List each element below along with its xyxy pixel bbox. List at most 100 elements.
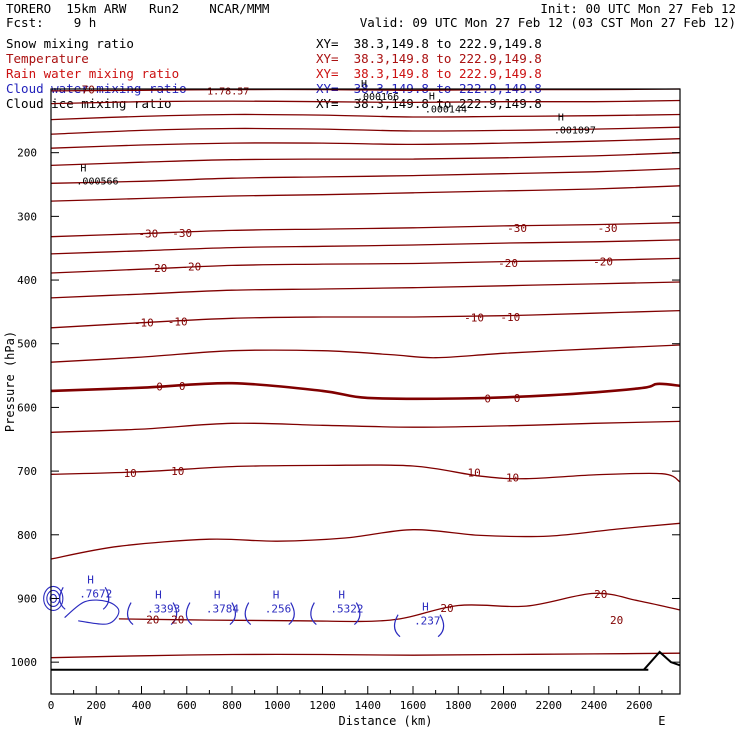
x-tick-label-7: 1400 [355, 699, 382, 712]
temperature-contour-18 [118, 592, 681, 623]
y-axis-label: Pressure (hPa) [3, 331, 17, 432]
cloud-water-contour-4 [310, 602, 361, 626]
field-name-temperature: Temperature [6, 51, 89, 66]
temperature-label-18: 10 [171, 465, 184, 478]
snow-max-value-2: .000144 [425, 105, 467, 116]
cloud-water-max-h-3: H [273, 589, 280, 602]
temperature-label-14: 0 [179, 380, 186, 393]
temperature-label-22: 20 [171, 613, 184, 626]
x-tick-label-4: 800 [222, 699, 242, 712]
x-tick-label-2: 400 [132, 699, 152, 712]
cloud-water-contour-3 [244, 602, 295, 626]
header-line1-right: Init: 00 UTC Mon 27 Feb 12 [540, 1, 736, 16]
cloud-ice-label: 1.78.57 [207, 86, 249, 97]
snow-max-h-2: H [429, 92, 435, 103]
x-tick-label-11: 2200 [536, 699, 563, 712]
y-tick-label-5: 700 [17, 465, 37, 478]
temperature-label-24: 20 [594, 588, 607, 601]
cloud-water-max-value-4: .5322 [330, 603, 363, 616]
field-name-cloud-ice: Cloud ice mixing ratio [6, 96, 172, 111]
x-tick-label-12: 2400 [581, 699, 608, 712]
x-tick-label-9: 1800 [445, 699, 472, 712]
header-line2-left: Fcst: 9 h [6, 15, 97, 30]
temperature-label-15: 0 [484, 393, 491, 406]
temperature-label-12: -10 [500, 311, 520, 324]
cloud-water-max-h-2: H [214, 589, 221, 602]
temperature-label-17: 10 [124, 467, 137, 480]
terrain [51, 650, 681, 671]
cloud-water-contour-2 [185, 602, 237, 626]
field-name-snow: Snow mixing ratio [6, 36, 134, 51]
y-tick-label-4: 600 [17, 401, 37, 414]
cloud-water-contours [43, 585, 445, 638]
temperature-contour-17 [50, 522, 681, 560]
field-xy-snow: XY= 38.3,149.8 to 222.9,149.8 [316, 36, 542, 51]
snow-max-value-1: .001097 [554, 126, 596, 137]
temperature-label-5: -20 [147, 262, 167, 275]
temperature-contour-11 [50, 281, 681, 299]
temperature-contour-9 [50, 239, 681, 255]
y-tick-label-0: 200 [17, 147, 37, 160]
temperature-contour-15 [50, 420, 681, 433]
terrain-peak [643, 650, 681, 671]
field-name-rain: Rain water mixing ratio [6, 66, 180, 81]
temperature-label-1: -30 [138, 228, 158, 241]
x-tick-label-8: 1600 [400, 699, 427, 712]
temperature-contour-6 [50, 167, 681, 184]
temperature-contour-8 [50, 222, 681, 238]
cloud-water-max-h-5: H [422, 601, 429, 614]
snow-max-value-0: .000566 [76, 177, 118, 188]
temperature-label-21: 20 [146, 613, 159, 626]
temperature-contour-3 [50, 126, 681, 135]
contour-labels: -70 -30 -30 -30 -30 -20 -20 -20 -20 -10 -10 -10 -10 0… [75, 79, 623, 628]
field-xy-cloud-ice: XY= 38.3,149.8 to 222.9,149.8 [316, 96, 542, 111]
header-line1-left: TORERO 15km ARW Run2 NCAR/MMM [6, 1, 270, 16]
cloud-water-max-value-3: .256 [265, 603, 292, 616]
x-tick-label-5: 1000 [264, 699, 291, 712]
cloud-water-contour-5 [393, 614, 445, 638]
field-xy-rain: XY= 38.3,149.8 to 222.9,149.8 [316, 66, 542, 81]
temperature-label-13: 0 [156, 380, 163, 393]
temperature-label-4: -30 [598, 222, 618, 235]
y-tick-label-8: 1000 [11, 656, 38, 669]
cloud-water-max-value-0: .7672 [79, 587, 112, 600]
temperature-contour-5 [50, 152, 681, 167]
plot-frame [50, 88, 681, 695]
temperature-label-9: -10 [134, 317, 154, 330]
axes: 0 200 400 600 800 1000 1200 1400 1600 1800 2000 220… [3, 88, 681, 728]
temperature-contour-2 [50, 113, 681, 121]
temperature-label-19: 10 [467, 466, 480, 479]
temperature-label-8: -20 [593, 256, 613, 269]
x-axis-label: Distance (km) [339, 714, 433, 728]
snow-max-h-0: H [80, 164, 86, 175]
temperature-contours [50, 88, 681, 659]
cloud-water-ring-c [43, 585, 64, 612]
temperature-label-6: -20 [181, 261, 201, 274]
y-tick-label-7: 900 [17, 592, 37, 605]
temperature-label-3: -30 [507, 222, 527, 235]
temperature-contour-19 [50, 652, 681, 659]
snow-max-h-3: H [361, 79, 367, 90]
temperature-contour-16 [50, 464, 681, 483]
temperature-contour-4 [50, 138, 681, 149]
cloud-water-contour-1 [126, 602, 178, 626]
temperature-contour-13 [50, 344, 681, 363]
temperature-label-25: 20 [610, 614, 623, 627]
temperature-label-16: 0 [514, 392, 521, 405]
temperature-contour-10 [50, 257, 681, 274]
cloud-water-max-value-5: .237 [414, 615, 441, 628]
cloud-water-max-h-1: H [155, 589, 162, 602]
temperature-label-2: -30 [172, 227, 192, 240]
cloud-water-max-h-4: H [338, 589, 345, 602]
cloud-water-max-value-2: .3784 [206, 603, 239, 616]
temperature-label-7: -20 [498, 257, 518, 270]
x-tick-label-10: 2000 [490, 699, 517, 712]
cloud-water-blob [64, 599, 120, 625]
temperature-contour-12 [50, 309, 681, 329]
temperature-contour-7 [50, 185, 681, 202]
x-tick-label-3: 600 [177, 699, 197, 712]
temperature-label-20: 10 [506, 471, 519, 484]
temperature-contour-1 [50, 99, 681, 105]
temperature-label-0: -70 [75, 84, 95, 97]
